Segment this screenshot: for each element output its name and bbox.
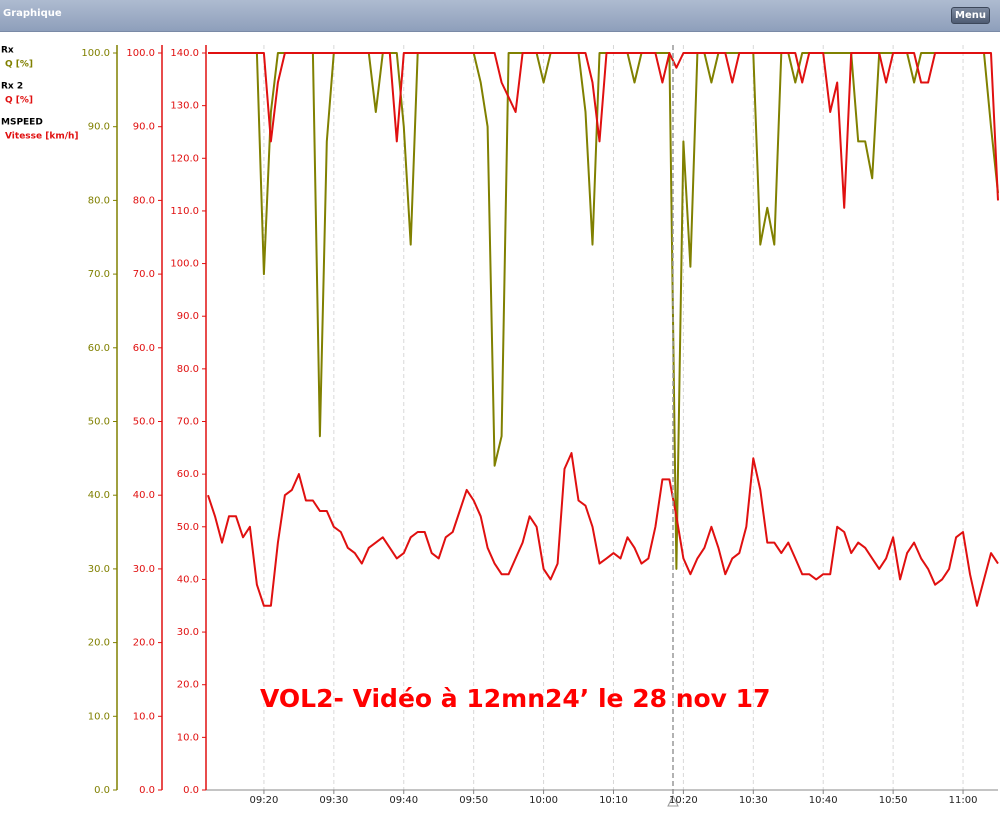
y-tick-label: 80.0 (133, 195, 155, 206)
legend-axis-label: Q [%] (5, 60, 33, 70)
y-tick-label: 60.0 (88, 343, 110, 354)
y-tick-label: 50.0 (133, 417, 155, 428)
y-tick-label: 20.0 (88, 638, 110, 649)
series-line (208, 52, 999, 209)
y-tick-label: 0.0 (183, 785, 199, 796)
x-tick-label: 11:00 (949, 795, 978, 806)
y-tick-label: 30.0 (177, 627, 199, 638)
y-tick-label: 0.0 (94, 785, 110, 796)
y-tick-label: 10.0 (133, 711, 155, 722)
y-tick-label: 90.0 (133, 122, 155, 133)
header-title: Graphique (3, 8, 62, 19)
y-tick-label: 40.0 (177, 574, 199, 585)
y-tick-label: 120.0 (170, 153, 199, 164)
y-tick-label: 40.0 (133, 490, 155, 501)
y-tick-label: 140.0 (170, 48, 199, 59)
y-tick-label: 10.0 (177, 732, 199, 743)
legend-name: Rx 2 (1, 82, 23, 92)
x-tick-label: 10:00 (529, 795, 558, 806)
legend-name: Rx (1, 46, 14, 56)
y-tick-label: 70.0 (88, 269, 110, 280)
y-tick-label: 60.0 (177, 469, 199, 480)
series-line (207, 452, 999, 607)
header-bar: Graphique Menu (0, 0, 1000, 32)
legend-axis-label: Q [%] (5, 96, 33, 106)
y-tick-label: 100.0 (81, 48, 110, 59)
legend-name: MSPEED (1, 118, 43, 128)
x-tick-label: 09:20 (250, 795, 279, 806)
series-line (208, 52, 999, 570)
y-tick-label: 30.0 (133, 564, 155, 575)
y-tick-label: 80.0 (88, 195, 110, 206)
y-tick-label: 110.0 (170, 206, 199, 217)
y-tick-label: 70.0 (177, 417, 199, 428)
y-tick-label: 90.0 (88, 122, 110, 133)
menu-button[interactable]: Menu (951, 7, 990, 24)
chart: VOL2- Vidéo à 12mn24’ le 28 nov 17 09:20… (1, 45, 999, 807)
annotation: VOL2- Vidéo à 12mn24’ le 28 nov 17 (260, 684, 770, 713)
cursor-handle[interactable] (667, 794, 679, 807)
y-tick-label: 130.0 (170, 101, 199, 112)
y-tick-label: 40.0 (88, 490, 110, 501)
x-tick-label: 09:50 (459, 795, 488, 806)
y-tick-label: 50.0 (88, 417, 110, 428)
y-tick-label: 50.0 (177, 522, 199, 533)
y-tick-label: 70.0 (133, 269, 155, 280)
y-tick-label: 10.0 (88, 711, 110, 722)
x-tick-label: 10:40 (809, 795, 838, 806)
legend-axis-label: Vitesse [km/h] (5, 132, 79, 142)
x-tick-label: 10:50 (879, 795, 908, 806)
x-tick-label: 10:20 (669, 795, 698, 806)
x-tick-label: 09:30 (319, 795, 348, 806)
y-tick-label: 20.0 (177, 680, 199, 691)
y-tick-label: 0.0 (139, 785, 155, 796)
y-tick-label: 80.0 (177, 364, 199, 375)
x-tick-label: 10:30 (739, 795, 768, 806)
y-tick-label: 30.0 (88, 564, 110, 575)
y-tick-label: 60.0 (133, 343, 155, 354)
x-tick-label: 10:10 (599, 795, 628, 806)
y-tick-label: 100.0 (126, 48, 155, 59)
y-tick-label: 100.0 (170, 259, 199, 270)
y-tick-label: 90.0 (177, 311, 199, 322)
y-tick-label: 20.0 (133, 638, 155, 649)
x-tick-label: 09:40 (389, 795, 418, 806)
